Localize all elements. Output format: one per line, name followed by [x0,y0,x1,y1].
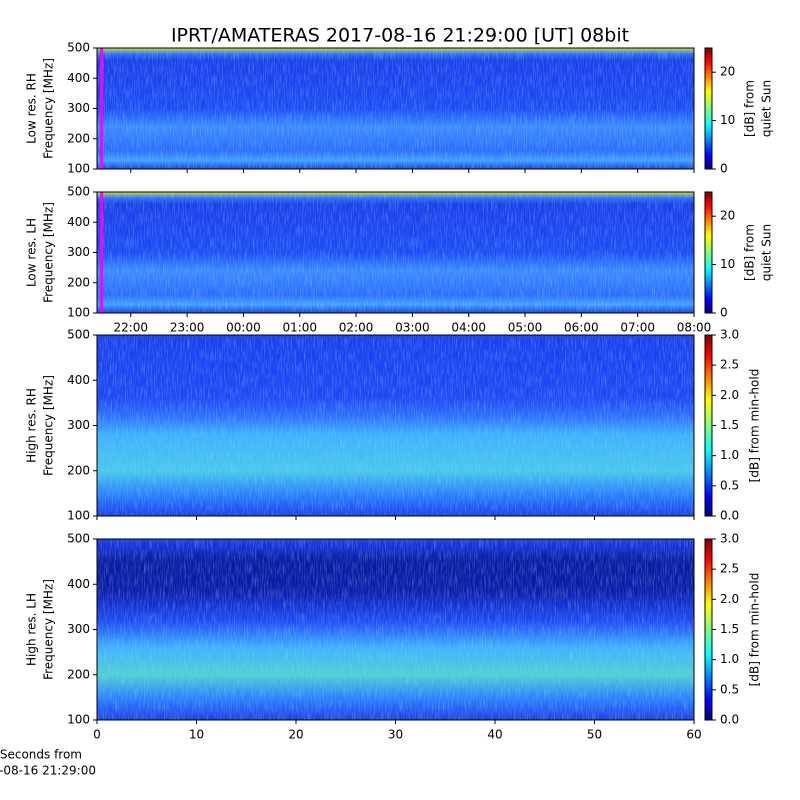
x-tick-label: 07:00 [620,321,655,335]
colorbar-tick-label: 20 [720,209,735,223]
colorbar [704,47,713,170]
colorbar-tick-label: 0.0 [720,509,739,523]
y-tick-label: 100 [67,509,90,523]
y-tick-label: 300 [67,245,90,259]
colorbar-tick-label: 0 [720,162,728,176]
y-axis-label: Low res. RH [25,73,39,144]
colorbar-tick-label: 2.5 [720,562,739,576]
y-tick-label: 200 [67,131,90,145]
colorbar-label: [dB] from min-hold [748,369,762,483]
spectrogram-texture [97,335,694,516]
y-tick-label: 200 [67,463,90,477]
colorbar-tick-label: 0.5 [720,478,739,492]
colorbar-tick-label: 0.0 [720,713,739,727]
y-tick-label: 500 [67,185,90,199]
x-tick-label: 20 [288,728,303,742]
x-tick-label: 02:00 [339,321,374,335]
x-tick-label: 23:00 [170,321,205,335]
y-tick-label: 200 [67,667,90,681]
y-axis-label: High res. RH [25,388,39,463]
y-tick-label: 100 [67,306,90,320]
x-tick-label: 22:00 [113,321,148,335]
y-tick-label: 400 [67,71,90,85]
y-axis-label: Frequency [MHz] [42,58,56,159]
y-tick-label: 300 [67,101,90,115]
colorbar-tick-label: 1.5 [720,418,739,432]
y-tick-label: 300 [67,418,90,432]
x-tick-label: 30 [388,728,403,742]
y-tick-label: 400 [67,215,90,229]
colorbar-tick-label: 10 [720,113,735,127]
y-axis-label: Frequency [MHz] [42,579,56,680]
x-tick-label: 06:00 [564,321,599,335]
x-tick-label: 00:00 [226,321,261,335]
spectrogram-texture [97,539,694,720]
x-tick-label: 10 [189,728,204,742]
figure-title: IPRT/AMATERAS 2017-08-16 21:29:00 [UT] 0… [171,25,629,47]
colorbar-tick-label: 2.0 [720,592,739,606]
y-tick-label: 500 [67,328,90,342]
x-tick-label: 60 [686,728,701,742]
colorbar [704,538,713,721]
colorbar-label: quiet Sun [760,80,774,137]
y-tick-label: 500 [67,532,90,546]
y-axis-label: Frequency [MHz] [42,375,56,476]
x-tick-label: 50 [587,728,602,742]
colorbar-tick-label: 3.0 [720,328,739,342]
colorbar-label: quiet Sun [760,224,774,281]
spectrogram-texture [97,192,694,313]
x-tick-label: 03:00 [395,321,430,335]
x-axis-label: Seconds from [0,748,82,762]
colorbar [704,334,713,517]
x-tick-label: 05:00 [508,321,543,335]
y-tick-label: 500 [67,41,90,55]
spectrogram-texture [97,48,694,169]
x-tick-label: 0 [93,728,101,742]
colorbar-label: [dB] from min-hold [748,573,762,687]
colorbar-tick-label: 3.0 [720,532,739,546]
colorbar-tick-label: 1.5 [720,622,739,636]
colorbar-tick-label: 1.0 [720,448,739,462]
colorbar-tick-label: 0.5 [720,682,739,696]
x-axis-label: 2017-08-16 21:29:00 [0,764,96,778]
colorbar-tick-label: 0 [720,306,728,320]
colorbar-label: [dB] from [743,224,757,281]
y-tick-label: 400 [67,373,90,387]
y-tick-label: 100 [67,713,90,727]
y-tick-label: 300 [67,622,90,636]
y-tick-label: 100 [67,162,90,176]
colorbar-tick-label: 2.0 [720,388,739,402]
y-tick-label: 400 [67,577,90,591]
x-tick-label: 08:00 [677,321,712,335]
y-axis-label: High res. LH [25,593,39,666]
colorbar-tick-label: 2.5 [720,358,739,372]
y-axis-label: Frequency [MHz] [42,202,56,303]
x-tick-label: 40 [487,728,502,742]
colorbar-label: [dB] from [743,80,757,137]
x-tick-label: 04:00 [451,321,486,335]
colorbar [704,191,713,314]
y-tick-label: 200 [67,275,90,289]
x-tick-label: 01:00 [282,321,317,335]
colorbar-tick-label: 1.0 [720,652,739,666]
colorbar-tick-label: 10 [720,257,735,271]
colorbar-tick-label: 20 [720,65,735,79]
y-axis-label: Low res. LH [25,218,39,287]
